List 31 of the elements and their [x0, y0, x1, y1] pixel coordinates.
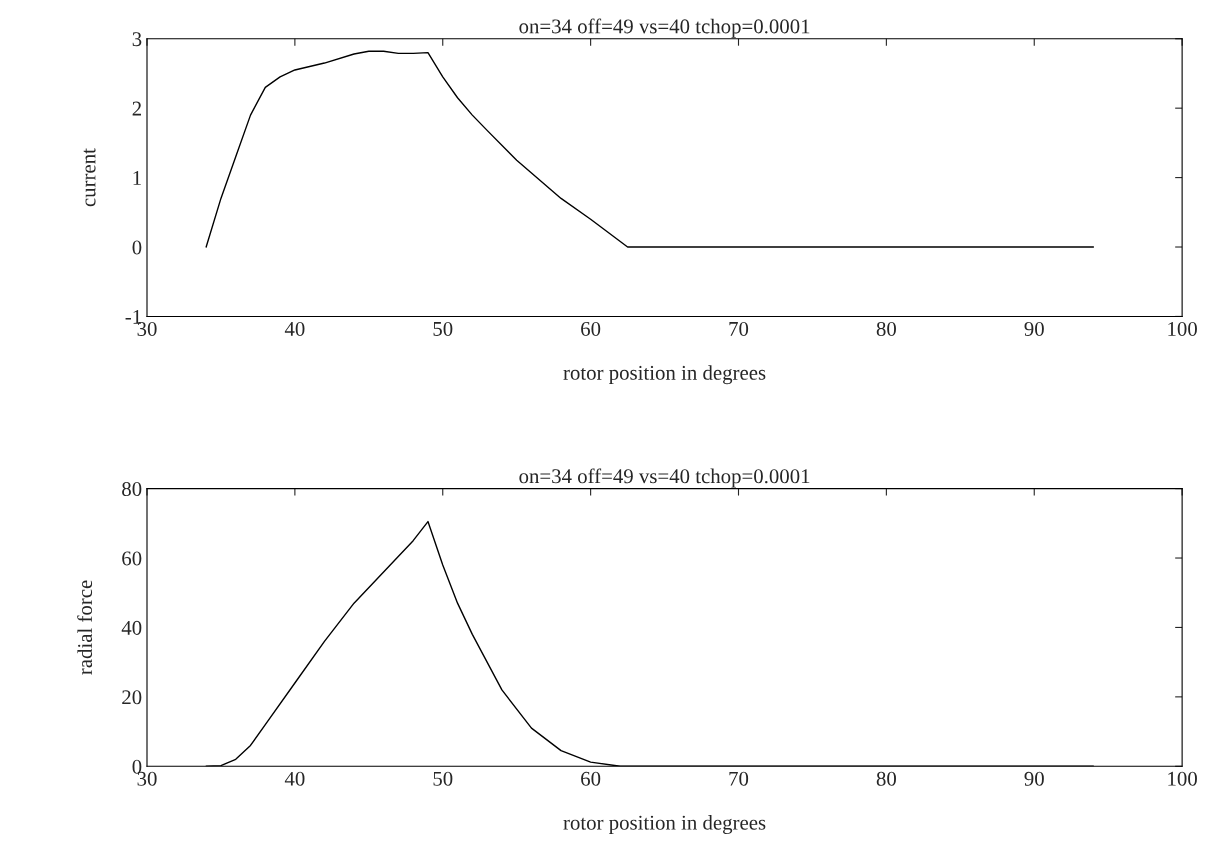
x-tick-label: 80 [876, 771, 896, 786]
x-tick-label: 40 [284, 771, 305, 786]
y-tick-label: 80 [122, 481, 142, 497]
y-tick-label: 1 [133, 171, 141, 185]
x-tick-label: 70 [729, 321, 749, 336]
y-axis-title: current [83, 148, 96, 207]
y-tick-label: -1 [125, 309, 141, 324]
x-tick-label: 80 [876, 321, 896, 336]
x-tick-label: 70 [729, 771, 749, 786]
x-axis-title: rotor position in degrees [563, 365, 766, 385]
y-tick-label: 0 [132, 240, 142, 255]
x-tick-label: 60 [581, 321, 601, 336]
x-tick-label: 90 [1024, 321, 1044, 336]
y-tick-label: 3 [132, 32, 142, 47]
chart-title: on=34 off=49 vs=40 tchop=0.0001 [519, 468, 810, 488]
x-tick-label: 40 [284, 321, 305, 336]
x-tick-label: 50 [433, 771, 453, 786]
x-tick-label: 30 [137, 321, 157, 336]
y-tick-label: 40 [121, 620, 142, 635]
y-tick-label: 2 [132, 101, 141, 116]
x-tick-label: 50 [433, 321, 453, 336]
y-tick-label: 60 [122, 551, 142, 566]
y-tick-label: 20 [122, 690, 142, 705]
x-tick-label: 100 [1168, 321, 1197, 336]
x-tick-label: 60 [581, 771, 601, 786]
chart-title: on=34 off=49 vs=40 tchop=0.0001 [519, 18, 810, 38]
y-axis-title: radial force [77, 580, 93, 675]
x-tick-label: 100 [1168, 771, 1197, 786]
x-tick-label: 90 [1024, 771, 1044, 786]
x-axis-title: rotor position in degrees [563, 815, 766, 834]
line-series [205, 50, 1095, 248]
